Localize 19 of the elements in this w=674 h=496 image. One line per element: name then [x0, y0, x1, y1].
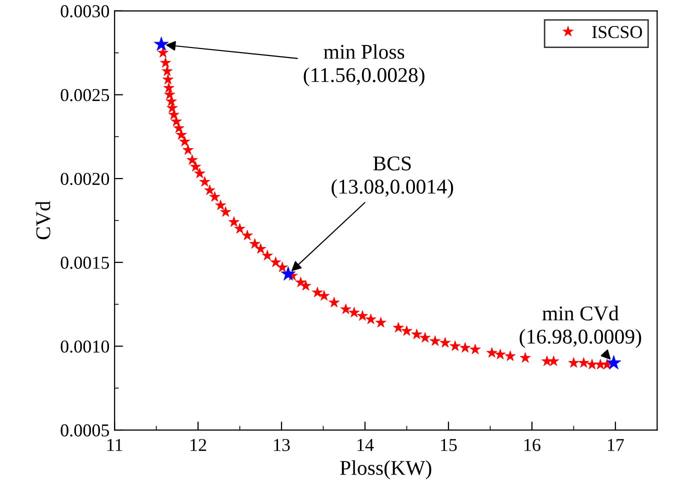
y-tick-label: 0.0020 [60, 172, 110, 186]
y-tick-label: 0.0025 [60, 88, 110, 102]
y-tick-label: 0.0015 [60, 256, 110, 269]
y-tick-label: 0.0030 [60, 5, 110, 18]
annotation: min Ploss (11.56,0.0028) [304, 44, 424, 86]
legend-label: ISCSO [592, 26, 642, 38]
y-axis-title: CVd [36, 201, 50, 240]
x-axis-title: Ploss(KW) [340, 460, 432, 480]
y-tick-label: 0.0005 [60, 424, 110, 437]
x-tick-label: 12 [190, 438, 206, 451]
x-tick-label: 15 [441, 438, 457, 452]
x-tick-label: 13 [274, 438, 290, 452]
x-tick-label: 16 [524, 438, 540, 452]
x-tick-label: 17 [608, 438, 624, 451]
annotation: min CVd (16.98,0.0009) [520, 306, 642, 348]
annotation: BCS (13.08,0.0014) [332, 156, 454, 198]
x-tick-label: 11 [107, 438, 122, 451]
x-tick-label: 14 [358, 438, 374, 451]
y-tick-label: 0.0010 [60, 340, 110, 353]
